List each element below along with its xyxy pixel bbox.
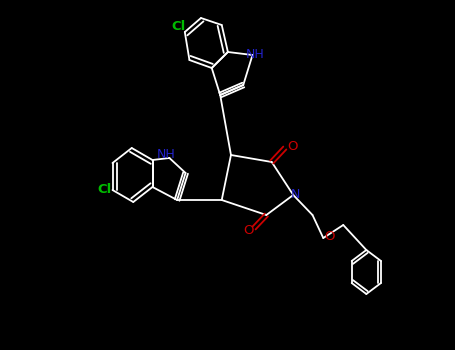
Text: N: N (290, 189, 300, 202)
Text: NH: NH (157, 148, 176, 161)
Text: O: O (243, 224, 254, 237)
Text: O: O (287, 140, 298, 153)
Text: NH: NH (245, 49, 264, 62)
Text: Cl: Cl (171, 20, 186, 33)
Text: O: O (324, 230, 335, 244)
Text: Cl: Cl (98, 183, 112, 196)
